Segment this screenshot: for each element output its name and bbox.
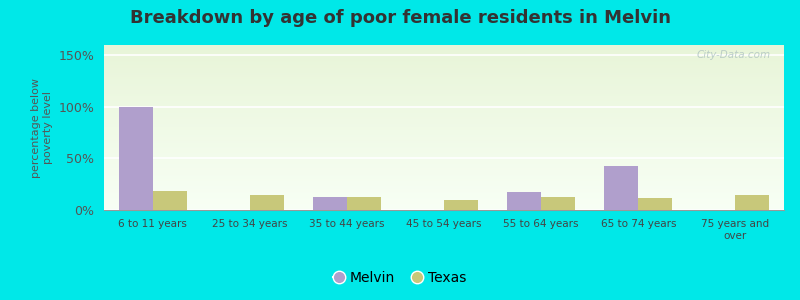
Bar — [250, 194, 284, 210]
Bar — [444, 200, 478, 210]
Y-axis label: percentage below
poverty level: percentage below poverty level — [31, 77, 53, 178]
Bar — [735, 194, 770, 210]
Bar — [604, 166, 638, 210]
Text: City-Data.com: City-Data.com — [696, 50, 770, 60]
Bar — [541, 196, 575, 210]
Bar — [347, 196, 381, 210]
Bar — [313, 196, 347, 210]
Bar — [638, 198, 672, 210]
Bar — [118, 107, 153, 210]
Text: Breakdown by age of poor female residents in Melvin: Breakdown by age of poor female resident… — [130, 9, 670, 27]
Bar — [507, 193, 541, 210]
Bar — [153, 191, 186, 210]
Legend: Melvin, Texas: Melvin, Texas — [328, 265, 472, 290]
